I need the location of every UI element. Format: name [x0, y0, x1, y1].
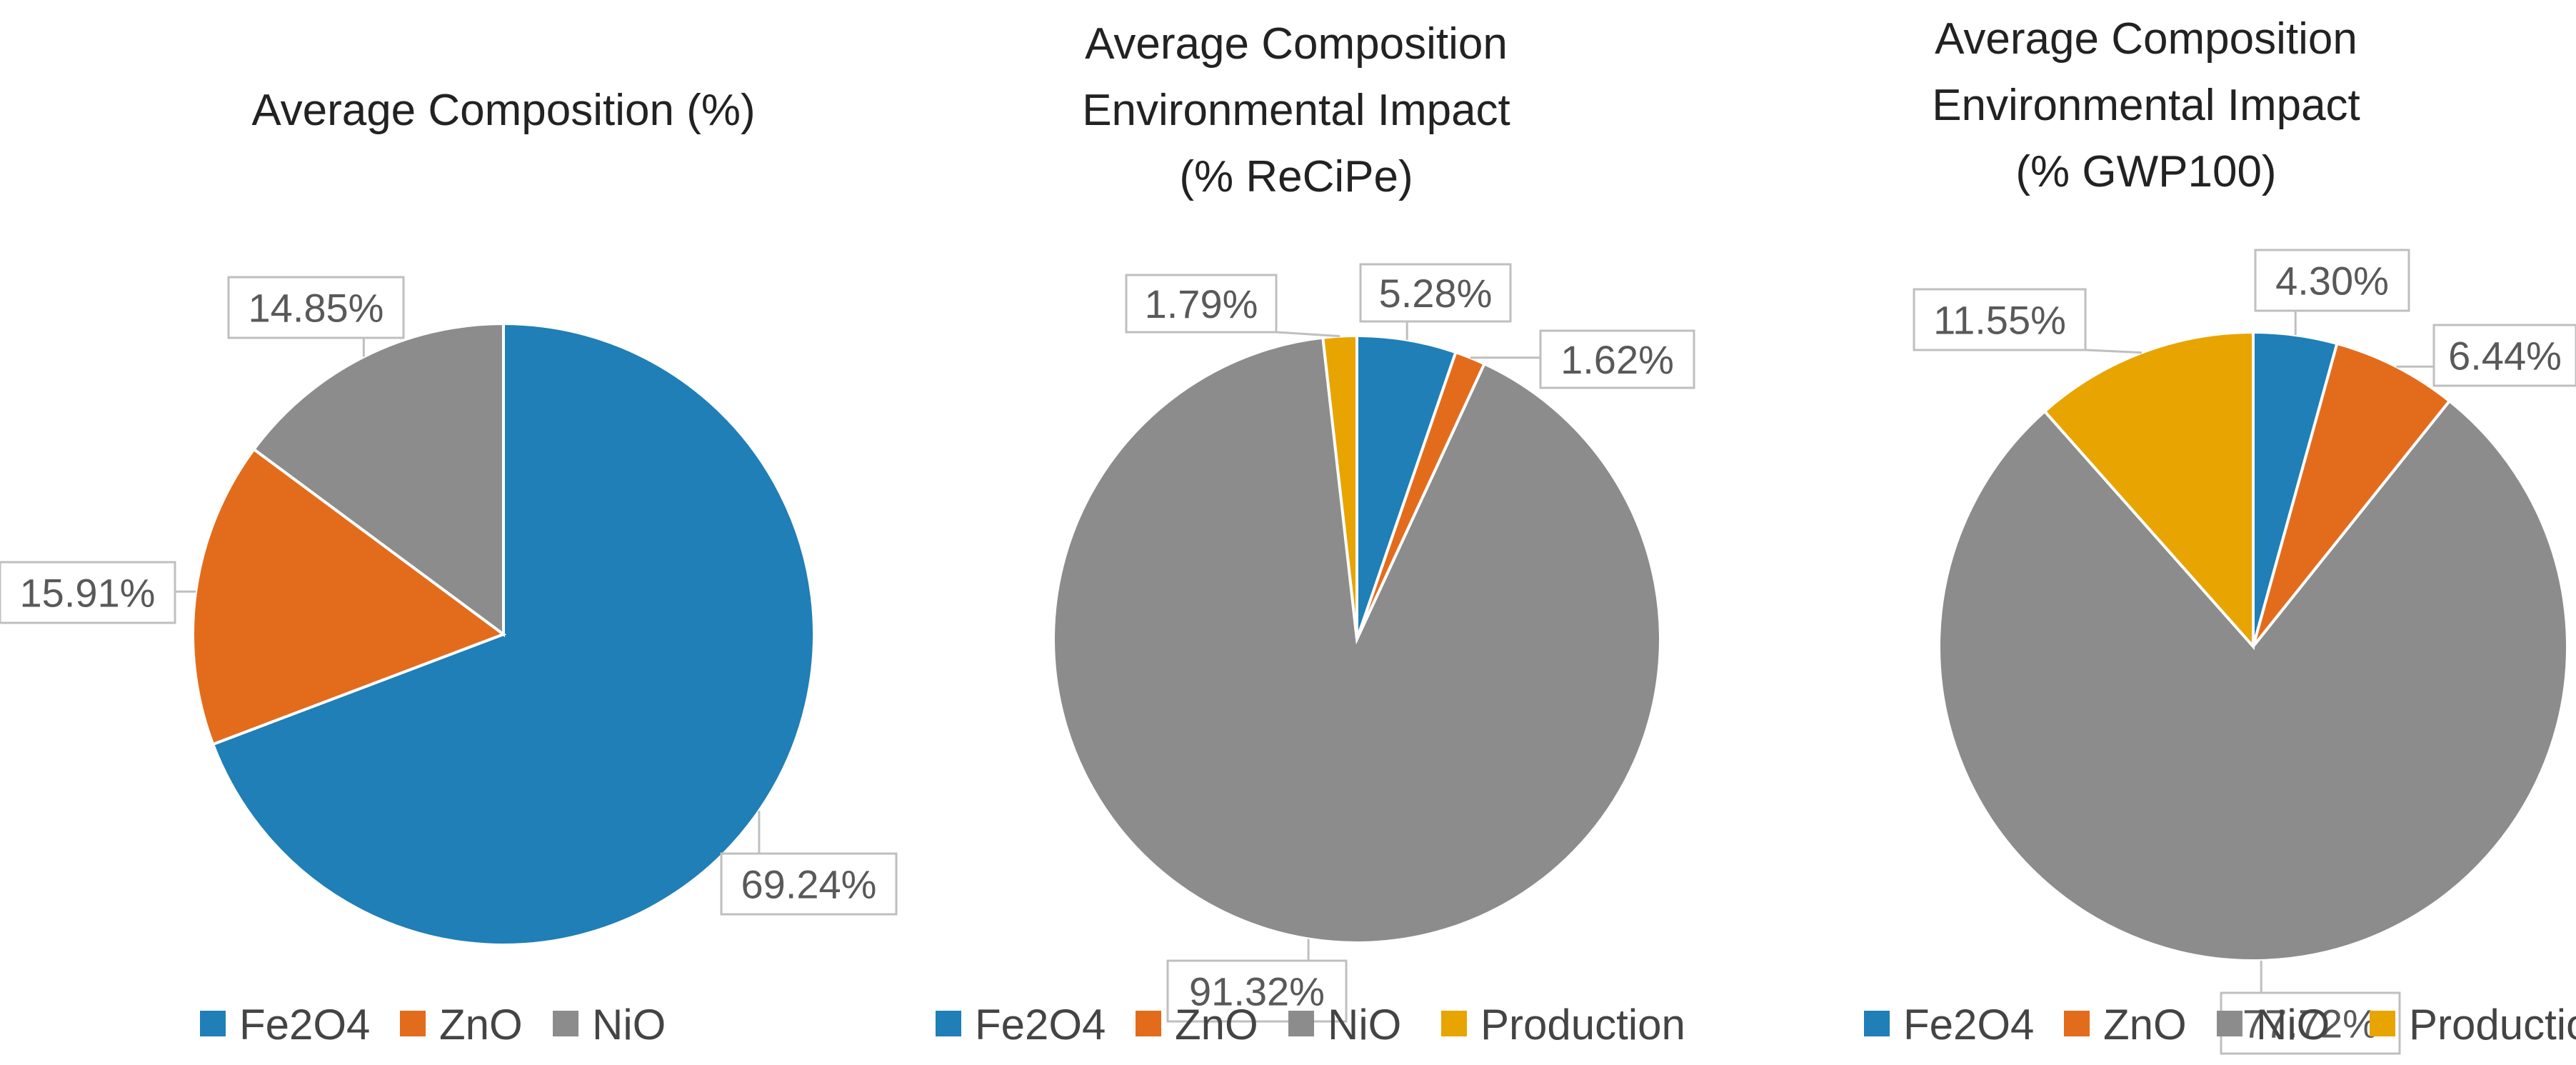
- data-label-box: [2254, 249, 2410, 312]
- data-label-fe2o4: 4.30%: [2275, 259, 2389, 304]
- legend-swatch-fe2o4: [1864, 1011, 1890, 1036]
- data-label-nio: 91.32%: [1189, 969, 1325, 1014]
- label-leader-line: [1276, 331, 1340, 338]
- chart-2-title-line-3: (% ReCiPe): [1179, 152, 1413, 201]
- legend-label-fe2o4: Fe2O4: [1903, 1001, 2034, 1049]
- data-label-nio: 77.72%: [2242, 1001, 2378, 1046]
- data-label-box: [1166, 959, 1348, 1023]
- legend-label-zno: ZnO: [439, 1001, 523, 1049]
- chart-3-title-line-2: Environmental Impact: [1932, 81, 2360, 130]
- chart-3-title-line-1: Average Composition: [1935, 14, 2357, 64]
- legend-label-zno: ZnO: [2103, 1001, 2187, 1049]
- pie-slice-production: [1321, 334, 1358, 640]
- label-leader-line: [2085, 349, 2142, 354]
- data-label-box: [2432, 324, 2576, 387]
- data-label-box: [1913, 288, 2087, 351]
- legend-swatch-nio: [1288, 1011, 1314, 1036]
- legend-swatch-fe2o4: [200, 1011, 226, 1036]
- legend-label-fe2o4: Fe2O4: [239, 1001, 370, 1049]
- pie-slice-fe2o4: [211, 321, 816, 946]
- data-label-box: [1125, 274, 1278, 334]
- data-label-box: [720, 852, 898, 916]
- legend-label-fe2o4: Fe2O4: [975, 1001, 1106, 1049]
- legend-label-nio: NiO: [592, 1001, 666, 1049]
- legend-swatch-zno: [2064, 1011, 2090, 1036]
- data-label-box: [1359, 263, 1512, 323]
- data-label-zno: 6.44%: [2448, 334, 2562, 379]
- legend-label-production: Production: [1480, 1001, 1685, 1049]
- data-label-fe2o4: 5.28%: [1379, 271, 1493, 316]
- legend-label-nio: NiO: [2256, 1001, 2330, 1049]
- legend-swatch-zno: [1136, 1011, 1161, 1036]
- legend-label-nio: NiO: [1328, 1001, 1401, 1049]
- legend-label-zno: ZnO: [1175, 1001, 1258, 1049]
- chart-2-title-line-2: Environmental Impact: [1082, 86, 1510, 135]
- data-label-box: [227, 276, 405, 339]
- chart-average-composition: Average Composition (%) 69.24% 15.91% 14.8…: [0, 86, 898, 1049]
- legend-swatch-nio: [553, 1011, 578, 1036]
- data-label-box: [1539, 329, 1695, 389]
- legend-swatch-zno: [400, 1011, 426, 1036]
- data-label-nio: 14.85%: [249, 286, 384, 331]
- legend-swatch-fe2o4: [936, 1011, 961, 1036]
- pie-slice-production: [2043, 330, 2255, 651]
- pie-slice-zno: [2252, 341, 2452, 648]
- legend-swatch-production: [1441, 1011, 1467, 1036]
- data-label-zno: 15.91%: [20, 571, 156, 616]
- pie-slice-nio: [1938, 399, 2569, 962]
- legend-swatch-production: [2370, 1011, 2395, 1036]
- legend-label-production: Production: [2409, 1001, 2576, 1049]
- data-label-box: [0, 561, 176, 624]
- chart-gwp100-impact: Average Composition Environmental Impact…: [1864, 14, 2576, 1055]
- legend-swatch-nio: [2217, 1011, 2242, 1036]
- chart-recipe-impact: Average Composition Environmental Impact…: [936, 19, 1695, 1049]
- chart-2-title-line-1: Average Composition: [1085, 19, 1508, 69]
- data-label-fe2o4: 69.24%: [741, 862, 877, 907]
- chart-3-title-line-3: (% GWP100): [2015, 147, 2276, 196]
- data-label-production: 11.55%: [1933, 298, 2066, 343]
- data-label-zno: 1.62%: [1560, 337, 1674, 382]
- chart-1-title-line-1: Average Composition (%): [251, 86, 755, 135]
- data-label-production: 1.79%: [1145, 281, 1258, 326]
